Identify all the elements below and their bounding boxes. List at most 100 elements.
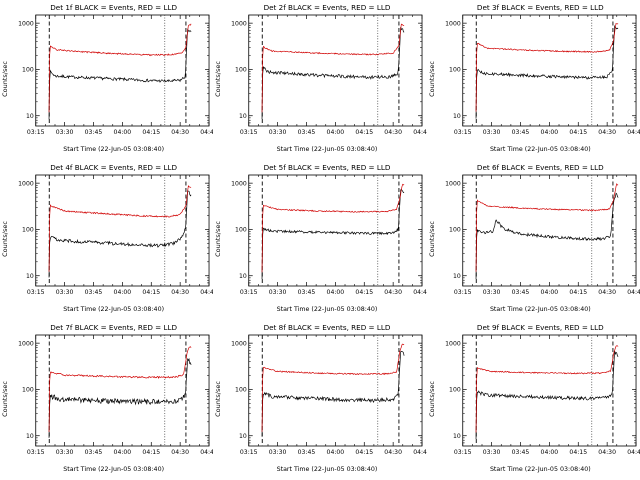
x-tick-label: 03:45 xyxy=(511,449,529,456)
x-tick-label: 04:15 xyxy=(142,449,160,456)
y-axis-label: Counts/sec xyxy=(214,61,223,97)
x-tick-label: 04:30 xyxy=(171,289,189,296)
chart-title: Det 9f BLACK = Events, RED = LLD xyxy=(476,323,604,332)
x-tick-label: 04:30 xyxy=(598,129,616,136)
y-tick-label: 1000 xyxy=(231,340,247,347)
y-tick-label: 100 xyxy=(449,227,461,234)
x-tick-label: 04:30 xyxy=(598,449,616,456)
x-tick-label: 04:15 xyxy=(142,289,160,296)
plot-area: 03:15 03:30 03:45 04:00 04:15 04:30 04:45 10 100… xyxy=(231,14,427,136)
chart-panel-det-7f: Det 7f BLACK = Events, RED = LLD Counts/… xyxy=(0,320,213,480)
x-tick-label: 03:30 xyxy=(56,449,74,456)
x-tick-label: 03:30 xyxy=(482,449,500,456)
y-axis-label: Counts/sec xyxy=(1,61,9,97)
y-axis-label: Counts/sec xyxy=(214,381,223,417)
plot-area: 03:15 03:30 03:45 04:00 04:15 04:30 04:45 10 100… xyxy=(445,174,640,296)
x-tick-label: 03:45 xyxy=(85,449,103,456)
x-tick-label: 03:15 xyxy=(240,289,258,296)
x-tick-label: 04:30 xyxy=(385,129,403,136)
x-tick-label: 04:30 xyxy=(171,129,189,136)
y-tick-label: 1000 xyxy=(18,20,34,27)
series-line-events xyxy=(48,28,192,120)
plot-area: 03:15 03:30 03:45 04:00 04:15 04:30 04:45 10 100… xyxy=(445,14,640,136)
y-axis-label: Counts/sec xyxy=(214,221,223,257)
x-tick-label: 04:45 xyxy=(627,449,640,456)
plot-area: 03:15 03:30 03:45 04:00 04:15 04:30 04:45 10 100… xyxy=(18,14,213,136)
x-axis-label: Start Time (22-Jun-05 03:08:40) xyxy=(63,466,165,473)
y-tick-label: 1000 xyxy=(231,20,247,27)
y-axis-label: Counts/sec xyxy=(427,221,436,257)
y-tick-label: 1000 xyxy=(445,20,461,27)
axes-box xyxy=(248,14,423,127)
x-axis-label: Start Time (22-Jun-05 03:08:40) xyxy=(276,466,378,473)
x-axis-label: Start Time (22-Jun-05 03:08:40) xyxy=(489,146,591,153)
x-tick-label: 03:15 xyxy=(454,289,472,296)
plot-area: 03:15 03:30 03:45 04:00 04:15 04:30 04:45 10 100… xyxy=(445,334,640,456)
x-tick-label: 03:15 xyxy=(27,129,45,136)
x-axis-label: Start Time (22-Jun-05 03:08:40) xyxy=(276,306,378,313)
chart-panel-det-9f: Det 9f BLACK = Events, RED = LLD Counts/… xyxy=(427,320,640,480)
x-tick-label: 03:30 xyxy=(269,289,287,296)
series-line-events xyxy=(261,188,405,280)
x-axis-label: Start Time (22-Jun-05 03:08:40) xyxy=(63,306,165,313)
x-tick-label: 03:30 xyxy=(269,129,287,136)
x-tick-label: 04:00 xyxy=(327,129,345,136)
x-tick-label: 03:15 xyxy=(27,289,45,296)
series-line-lld xyxy=(48,346,192,433)
y-axis-label: Counts/sec xyxy=(427,61,436,97)
y-axis-label: Counts/sec xyxy=(427,381,436,417)
series-line-events xyxy=(475,192,619,280)
series-line-lld xyxy=(48,23,192,113)
x-tick-label: 04:45 xyxy=(200,129,213,136)
y-tick-label: 1000 xyxy=(18,180,34,187)
chart-title: Det 1f BLACK = Events, RED = LLD xyxy=(50,3,178,12)
y-tick-label: 10 xyxy=(239,273,247,280)
plot-area: 03:15 03:30 03:45 04:00 04:15 04:30 04:45 10 100… xyxy=(18,334,213,456)
y-axis-label: Counts/sec xyxy=(1,221,9,257)
y-tick-label: 100 xyxy=(22,227,34,234)
x-tick-label: 03:15 xyxy=(240,449,258,456)
series-line-lld xyxy=(48,185,192,272)
series-line-events xyxy=(261,27,405,120)
x-tick-label: 03:45 xyxy=(298,289,316,296)
x-tick-label: 04:00 xyxy=(114,449,132,456)
chart-panel-det-2f: Det 2f BLACK = Events, RED = LLD Counts/… xyxy=(213,0,426,160)
x-tick-label: 03:30 xyxy=(482,289,500,296)
x-tick-label: 03:45 xyxy=(298,129,316,136)
x-axis-label: Start Time (22-Jun-05 03:08:40) xyxy=(489,466,591,473)
x-tick-label: 03:45 xyxy=(298,449,316,456)
chart-title: Det 8f BLACK = Events, RED = LLD xyxy=(263,323,391,332)
chart-panel-det-5f: Det 5f BLACK = Events, RED = LLD Counts/… xyxy=(213,160,426,320)
y-tick-label: 1000 xyxy=(445,340,461,347)
y-tick-label: 100 xyxy=(449,67,461,74)
y-tick-label: 100 xyxy=(449,387,461,394)
series-line-lld xyxy=(475,183,618,272)
x-tick-label: 04:30 xyxy=(385,289,403,296)
axes-box xyxy=(462,174,637,287)
series-line-events xyxy=(261,350,405,437)
x-tick-label: 04:00 xyxy=(540,449,558,456)
y-tick-label: 10 xyxy=(453,113,461,120)
y-tick-label: 1000 xyxy=(231,180,247,187)
x-tick-label: 04:00 xyxy=(540,289,558,296)
y-axis-label: Counts/sec xyxy=(1,381,9,417)
axes-box xyxy=(462,334,637,447)
x-tick-label: 03:30 xyxy=(56,129,74,136)
x-tick-label: 04:45 xyxy=(200,289,213,296)
axes-box xyxy=(35,334,210,447)
y-tick-label: 100 xyxy=(235,227,247,234)
series-line-events xyxy=(48,190,192,278)
x-tick-label: 04:30 xyxy=(171,449,189,456)
x-tick-label: 04:15 xyxy=(356,289,374,296)
x-tick-label: 03:45 xyxy=(511,289,529,296)
y-tick-label: 100 xyxy=(22,67,34,74)
plot-area: 03:15 03:30 03:45 04:00 04:15 04:30 04:45 10 100… xyxy=(231,334,427,456)
series-line-events xyxy=(475,24,618,119)
x-tick-label: 03:30 xyxy=(56,289,74,296)
chart-panel-det-3f: Det 3f BLACK = Events, RED = LLD Counts/… xyxy=(427,0,640,160)
x-tick-label: 04:45 xyxy=(414,129,427,136)
x-tick-label: 04:30 xyxy=(598,289,616,296)
y-tick-label: 100 xyxy=(22,387,34,394)
axes-box xyxy=(35,14,210,127)
y-tick-label: 10 xyxy=(239,433,247,440)
